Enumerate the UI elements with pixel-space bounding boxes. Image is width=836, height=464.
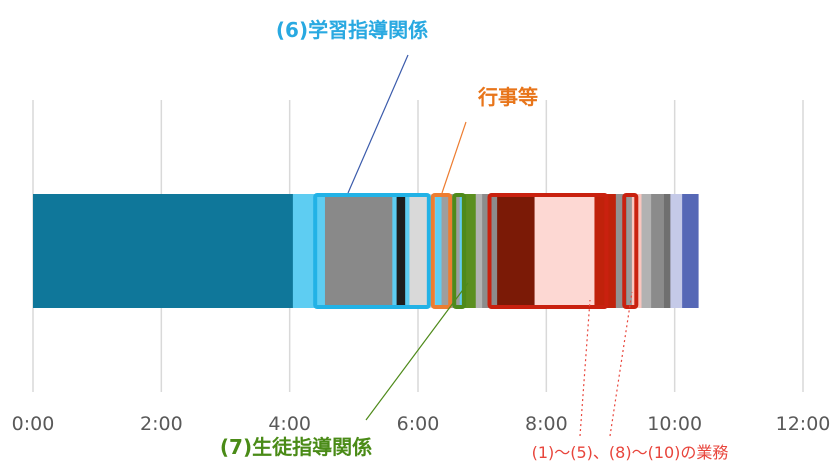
leader-line bbox=[365, 282, 469, 421]
bar-segment bbox=[459, 194, 463, 308]
x-tick-label: 10:00 bbox=[647, 413, 702, 435]
category-outline bbox=[487, 193, 609, 309]
bar-segment bbox=[405, 194, 410, 308]
x-tick-label: 6:00 bbox=[397, 413, 440, 435]
annotation-learning: (6)学習指導関係 bbox=[276, 18, 428, 42]
bar-segment bbox=[33, 194, 294, 308]
x-tick-label: 8:00 bbox=[525, 413, 568, 435]
bar-segment bbox=[663, 194, 671, 308]
x-tick-label: 12:00 bbox=[776, 413, 831, 435]
leader-line bbox=[347, 54, 409, 194]
x-tick-label: 4:00 bbox=[268, 413, 311, 435]
leader-line bbox=[609, 291, 633, 437]
leader-lines bbox=[347, 54, 633, 437]
bar-segment bbox=[651, 194, 665, 308]
leader-line bbox=[579, 299, 591, 437]
bar-segment bbox=[641, 194, 652, 308]
category-outline bbox=[313, 193, 431, 309]
category-outline bbox=[452, 193, 467, 309]
annotation-events: 行事等 bbox=[477, 85, 538, 109]
bar-segment bbox=[626, 194, 633, 308]
leader-line bbox=[441, 121, 467, 194]
bar-segment bbox=[292, 194, 326, 308]
stacked-bar bbox=[33, 194, 699, 308]
category-outline bbox=[430, 193, 453, 309]
bar-segment bbox=[682, 194, 699, 308]
bar-segment bbox=[324, 194, 393, 308]
x-tick-label: 0:00 bbox=[12, 413, 55, 435]
x-tick-label: 2:00 bbox=[140, 413, 183, 435]
bar-segment bbox=[396, 194, 406, 308]
annotation-other-duties: (1)〜(5)、(8)〜(10)の業務 bbox=[532, 443, 729, 462]
x-axis-tick-labels: 0:00 2:00 4:00 6:00 8:00 10:00 12:00 bbox=[12, 413, 831, 435]
bar-segment bbox=[392, 194, 398, 308]
annotation-guidance: (7)生徒指導関係 bbox=[220, 435, 372, 459]
bar-segment bbox=[497, 194, 535, 308]
bar-segment bbox=[534, 194, 595, 308]
bar-segment bbox=[475, 194, 483, 308]
bar-segment bbox=[435, 194, 442, 308]
bar-segment bbox=[615, 194, 624, 308]
bar-segment bbox=[670, 194, 683, 308]
